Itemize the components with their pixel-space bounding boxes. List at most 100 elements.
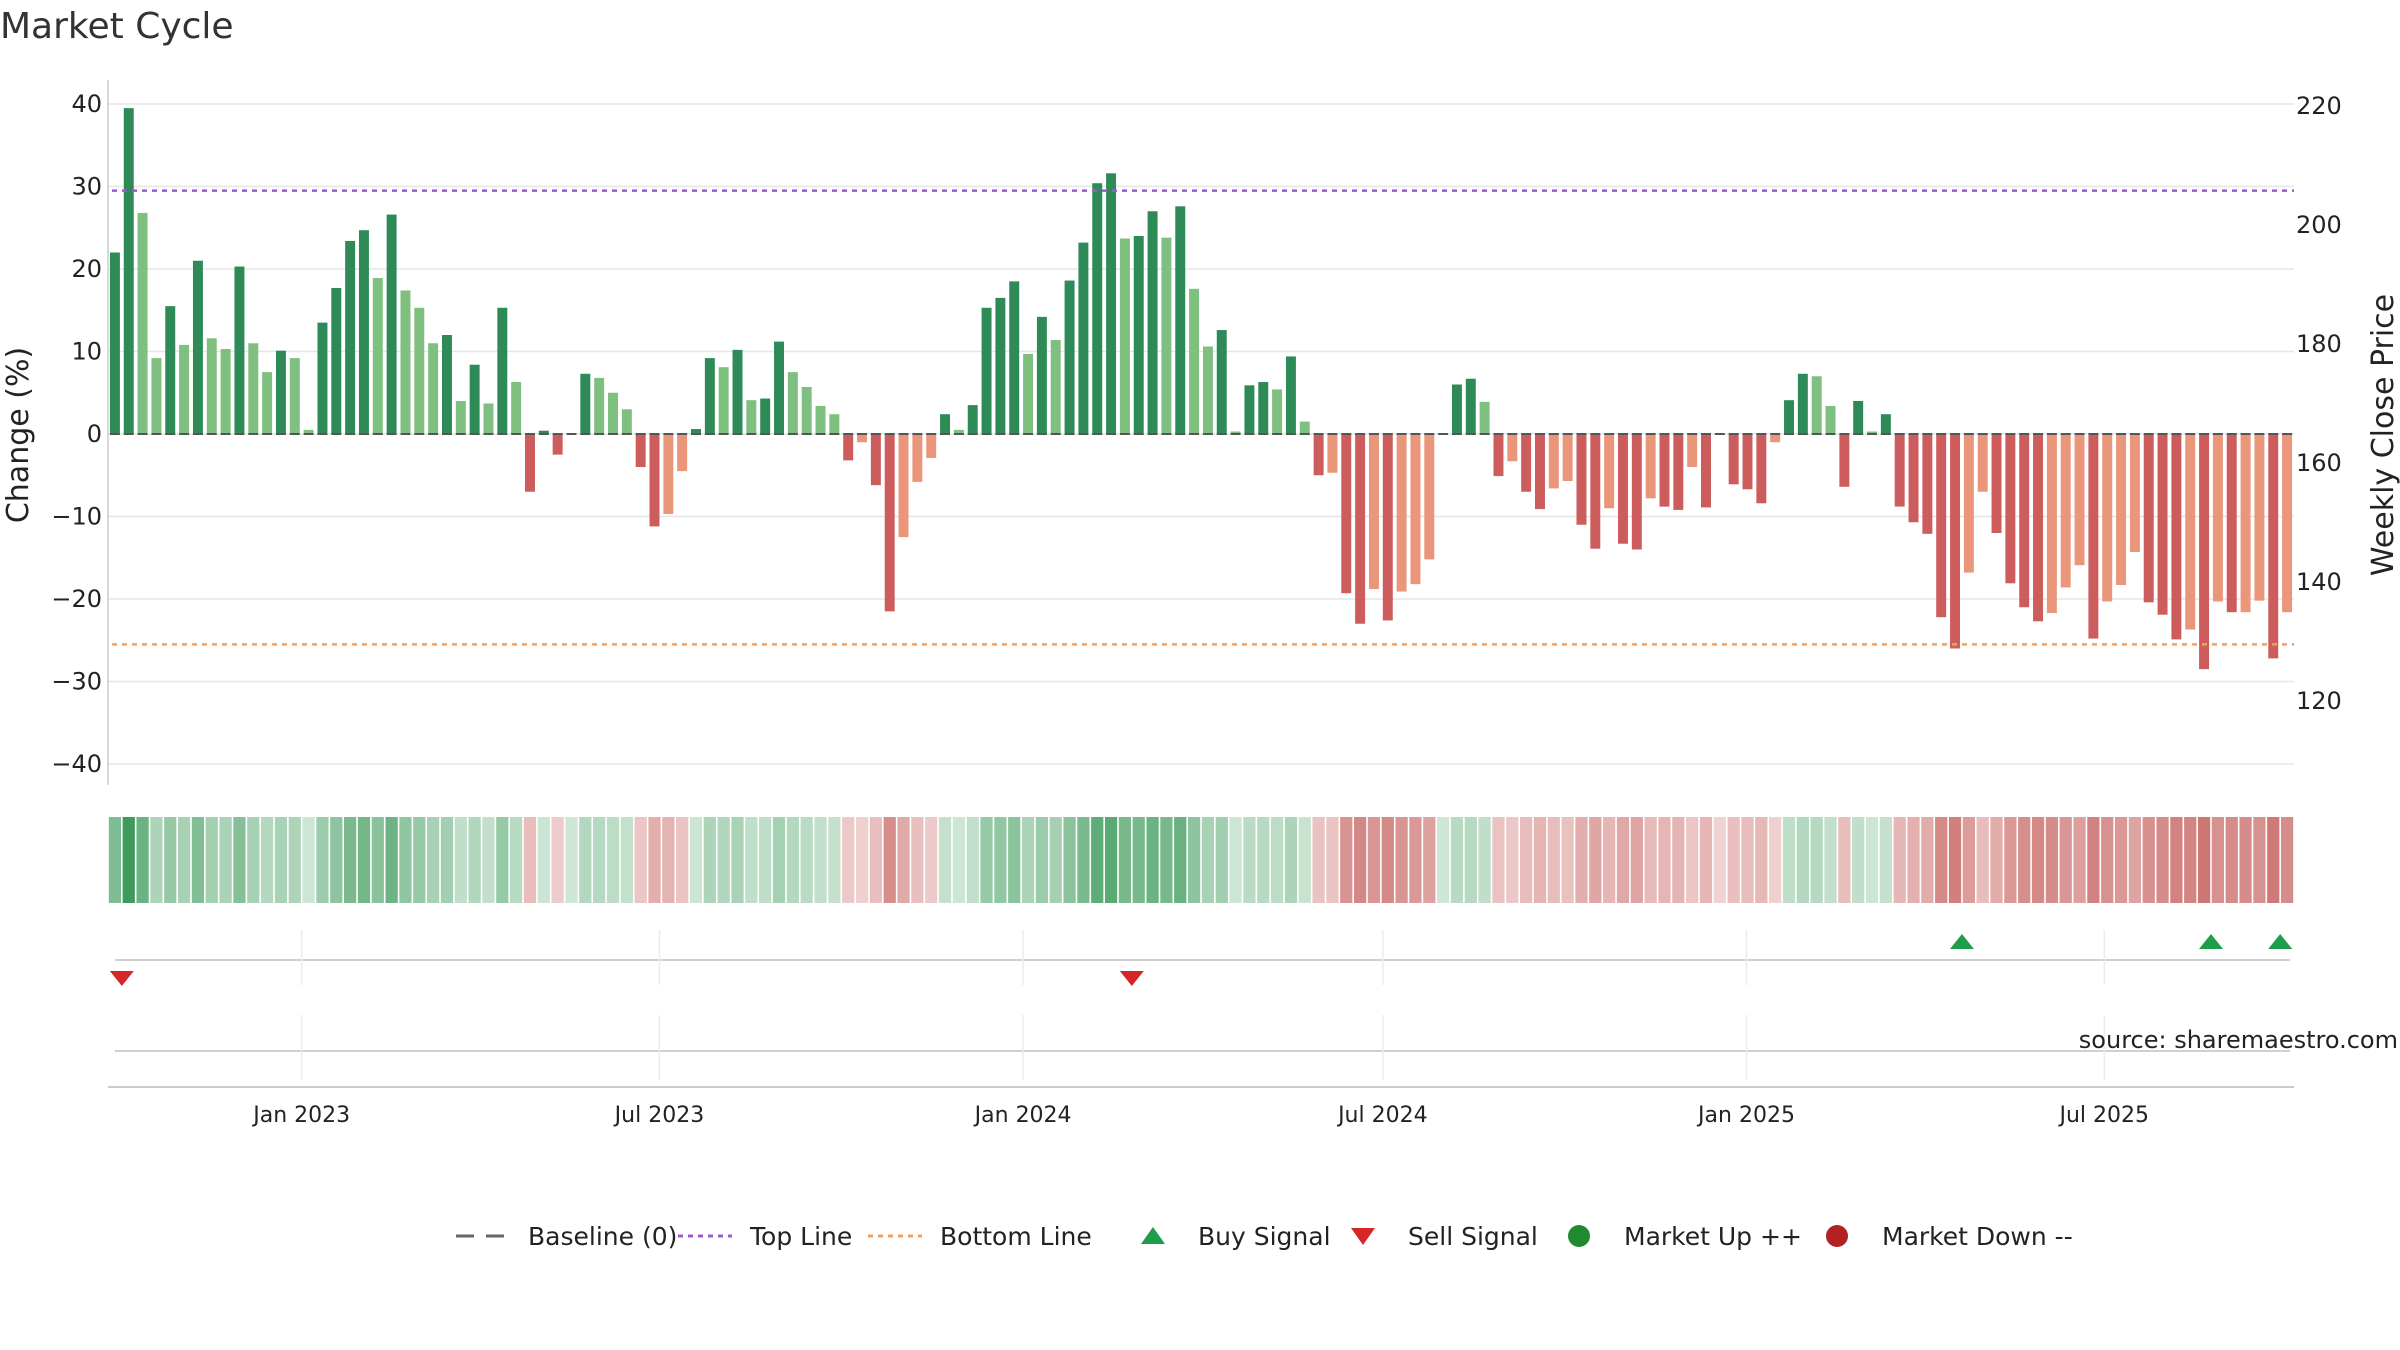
bar (1410, 434, 1421, 585)
heat-cell (1423, 817, 1436, 903)
y-tick-label: −20 (51, 585, 102, 613)
heat-cell (1616, 817, 1630, 903)
heat-cell (1921, 817, 1934, 903)
heat-cell (1824, 817, 1837, 903)
heat-cell (2280, 817, 2294, 903)
heat-cell (1810, 817, 1823, 903)
heat-cell (980, 817, 993, 903)
heat-cell (108, 817, 122, 903)
heat-cell (1367, 817, 1381, 903)
reference-lines (112, 189, 2294, 646)
heat-cell (302, 817, 315, 903)
bar (1327, 434, 1338, 473)
bar (1797, 373, 1808, 434)
bar (649, 434, 660, 527)
bar (2102, 434, 2113, 602)
buy-signal-marker (2268, 934, 2293, 949)
bar (1936, 434, 1947, 618)
heat-cell (537, 817, 550, 903)
bar (801, 386, 812, 434)
heat-cell (952, 817, 965, 903)
heat-cell (344, 817, 357, 903)
legend: Baseline (0) Top Line Bottom Line Buy Signa… (456, 1222, 2073, 1251)
bar (1673, 434, 1684, 510)
heat-cell (565, 817, 578, 903)
heat-cell (1713, 817, 1726, 903)
heat-cell (1976, 817, 1989, 903)
heat-cell (1907, 817, 1920, 903)
heat-cell (814, 817, 827, 903)
heat-cell (1395, 817, 1408, 903)
bar (1189, 288, 1200, 434)
bar (1548, 434, 1559, 489)
bar (2254, 434, 2265, 601)
bar (774, 341, 784, 434)
heat-cell (468, 817, 481, 903)
heat-cell (731, 817, 744, 903)
bar (151, 358, 162, 434)
bar (2240, 434, 2251, 613)
y-tick-label: 0 (87, 420, 102, 448)
bar (1784, 400, 1794, 434)
bar (1534, 434, 1545, 510)
heat-cell (897, 817, 910, 903)
bar (1230, 431, 1241, 434)
bar (2046, 434, 2057, 614)
bar (220, 349, 231, 434)
heat-cell (205, 817, 218, 903)
heat-cell (177, 817, 191, 903)
heat-cell (523, 817, 537, 903)
bar (1618, 434, 1628, 544)
heat-cell (357, 817, 371, 903)
heat-cell (883, 817, 896, 903)
legend-item: Baseline (0) (456, 1222, 677, 1251)
bar (234, 266, 245, 434)
bar (1382, 434, 1393, 621)
circle-icon (1826, 1225, 1848, 1247)
heat-cell (1838, 817, 1851, 903)
bar (123, 108, 134, 434)
bar (1036, 316, 1047, 434)
x-axis: Jan 2023 Jul 2023 Jan 2024 Jul 2024 Jan 2025… (108, 1086, 2294, 1128)
heat-cell (1506, 817, 1519, 903)
signal-markers (109, 930, 2293, 1080)
bar (137, 212, 148, 434)
heat-cell (759, 817, 772, 903)
bar (483, 403, 494, 434)
heat-cell (1049, 817, 1062, 903)
heat-cell (219, 817, 232, 903)
heat-cell (1146, 817, 1159, 903)
heat-cell (1852, 817, 1865, 903)
y-tick-label: 10 (71, 338, 102, 366)
heat-cell (1879, 817, 1892, 903)
circle-icon (1568, 1225, 1590, 1247)
heat-cell (925, 817, 938, 903)
heat-cell (676, 817, 689, 903)
bar (1355, 434, 1366, 624)
bar (1853, 401, 1864, 434)
heat-cell (2128, 817, 2142, 903)
heat-cell (164, 817, 177, 903)
bar (497, 307, 508, 434)
heat-cell (1353, 817, 1367, 903)
bar (1977, 434, 1988, 492)
heat-cell (648, 817, 661, 903)
heat-cell (869, 817, 882, 903)
heat-cell (1962, 817, 1975, 903)
bar (621, 409, 632, 434)
bar (1631, 434, 1642, 550)
bar (843, 434, 854, 461)
heat-cell (1257, 817, 1270, 903)
heat-cell (1948, 817, 1962, 903)
heat-cell (1727, 817, 1740, 903)
triangle-down-icon (1351, 1228, 1375, 1245)
heat-cell (2059, 817, 2072, 903)
heat-cell (828, 817, 841, 903)
heat-cell (1284, 817, 1298, 903)
heat-cell (2253, 817, 2266, 903)
legend-label: Market Up ++ (1624, 1222, 1802, 1251)
heat-cell (1699, 817, 1713, 903)
bar (289, 358, 300, 434)
bar (1078, 242, 1089, 434)
heat-cell (1104, 817, 1118, 903)
